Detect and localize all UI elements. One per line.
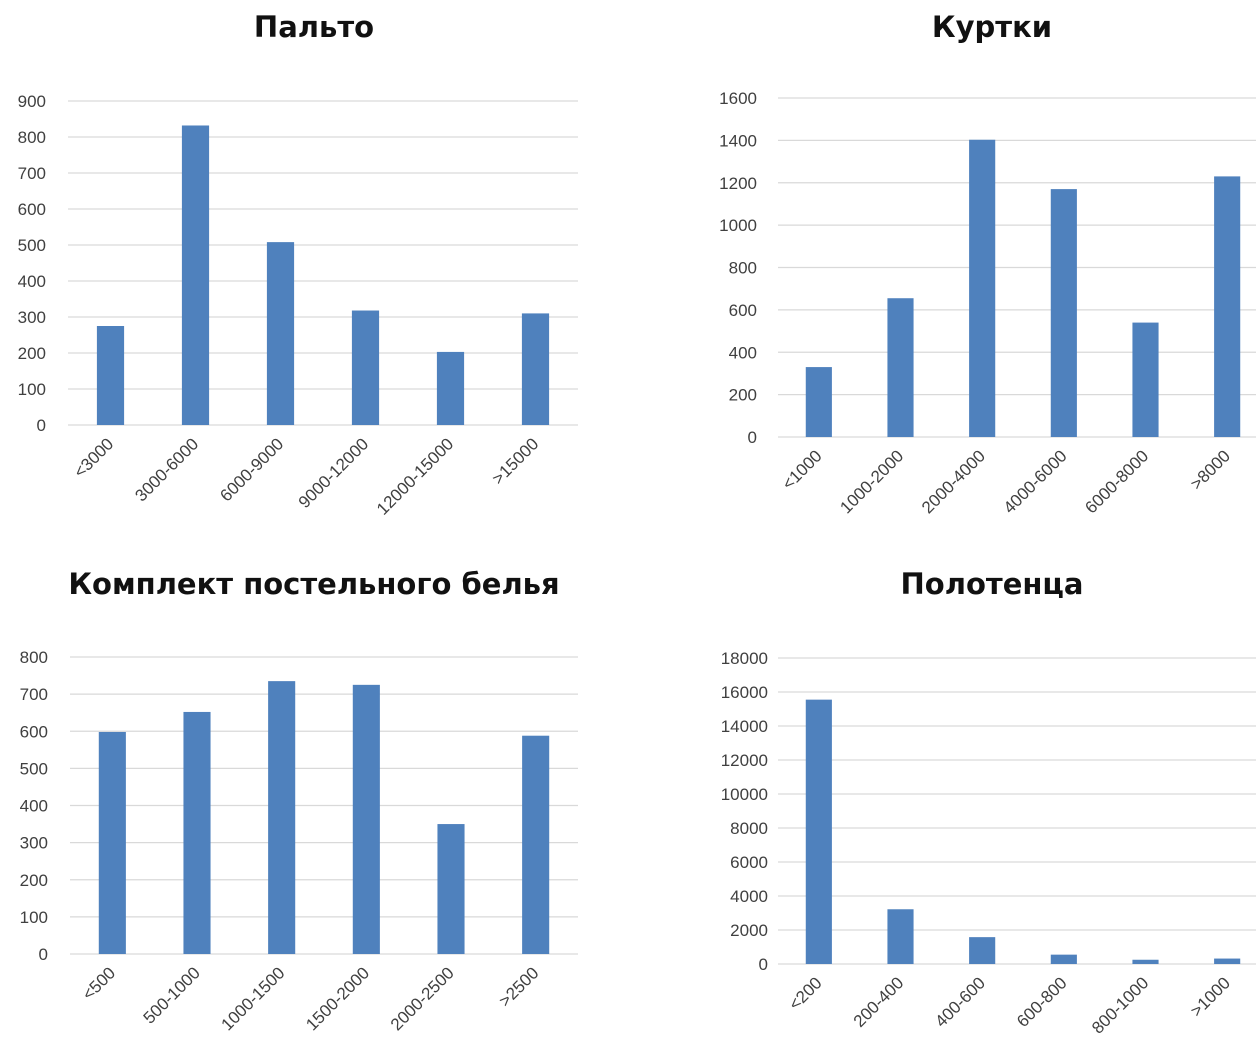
chart-kurtki: Куртки 0 200 400 600 800 1000 1200 1400 1600 <100… [628, 0, 1256, 540]
chart-palto: Пальто 0 100 200 300 400 500 600 700 800 900 <3000… [0, 0, 628, 540]
bar [969, 139, 996, 437]
y-tick-label: 700 [18, 164, 46, 183]
chart-komplekt: Комплект постельного белья 0 100 200 300 400… [0, 540, 628, 1052]
chart-title: Комплект постельного белья [68, 567, 560, 601]
x-tick-label: 600-800 [1013, 973, 1071, 1031]
x-tick-label: <1000 [778, 446, 825, 493]
bar [351, 310, 380, 425]
chart-plot: 0 200 400 600 800 1000 1200 1400 1600 <1000 1000-2… [719, 89, 1256, 517]
bar [805, 699, 832, 964]
bar [266, 242, 295, 425]
bar [1050, 954, 1077, 964]
x-tick-label: 2000-4000 [918, 446, 989, 517]
y-tick-label: 800 [18, 128, 46, 147]
x-tick-label: >8000 [1187, 446, 1234, 493]
y-tick-label: 0 [37, 416, 46, 435]
bar [437, 824, 465, 954]
bar [969, 937, 996, 964]
x-tick-label: 1000-1500 [218, 963, 289, 1034]
bar [96, 326, 125, 425]
chart-title: Куртки [931, 10, 1053, 44]
y-tick-label: 800 [20, 648, 48, 667]
x-tick-label: 3000-6000 [131, 434, 202, 505]
y-tick-label: 4000 [730, 887, 768, 906]
y-tick-label: 1200 [719, 174, 757, 193]
x-tick-label: >2500 [495, 963, 542, 1010]
y-tick-label: 0 [39, 945, 48, 964]
y-tick-label: 900 [18, 92, 46, 111]
y-tick-label: 6000 [730, 853, 768, 872]
y-tick-label: 14000 [721, 717, 768, 736]
y-tick-label: 1000 [719, 216, 757, 235]
y-tick-label: 10000 [721, 785, 768, 804]
y-tick-label: 18000 [721, 649, 768, 668]
chart-polotentsa: Полотенца 0 2000 4000 6000 8000 10000 12000 140… [628, 540, 1256, 1052]
x-tick-label: 1500-2000 [302, 963, 373, 1034]
x-tick-label: 9000-12000 [295, 434, 373, 512]
y-tick-label: 100 [20, 908, 48, 927]
x-tick-label: 2000-2500 [387, 963, 458, 1034]
bar [521, 313, 550, 425]
y-tick-label: 100 [18, 380, 46, 399]
y-tick-label: 0 [759, 955, 768, 974]
x-tick-label: <200 [785, 973, 826, 1014]
x-tick-label: <500 [79, 963, 120, 1004]
y-tick-label: 200 [18, 344, 46, 363]
bar [183, 711, 211, 954]
bar [887, 298, 914, 437]
y-tick-label: 600 [18, 200, 46, 219]
y-tick-label: 16000 [721, 683, 768, 702]
y-tick-label: 400 [729, 343, 757, 362]
x-tick-label: 6000-8000 [1081, 446, 1152, 517]
bar [522, 735, 550, 954]
bar [1050, 189, 1077, 437]
x-tick-label: 400-600 [931, 973, 989, 1031]
y-tick-label: 500 [20, 759, 48, 778]
x-tick-label: 6000-9000 [216, 434, 287, 505]
y-tick-label: 600 [729, 301, 757, 320]
x-tick-label: 12000-15000 [373, 434, 457, 518]
bar [1132, 322, 1159, 437]
bar [1132, 959, 1159, 964]
y-tick-label: 8000 [730, 819, 768, 838]
chart-plot: 0 100 200 300 400 500 600 700 800 900 <3000 3000-60… [18, 92, 578, 519]
bar [98, 731, 126, 954]
chart-title: Полотенца [900, 567, 1084, 601]
bar [181, 125, 210, 425]
x-tick-label: 800-1000 [1088, 973, 1152, 1037]
bar [268, 681, 296, 954]
bar [436, 351, 465, 425]
bar [1214, 958, 1241, 964]
y-tick-label: 1600 [719, 89, 757, 108]
y-tick-label: 300 [18, 308, 46, 327]
y-tick-label: 700 [20, 685, 48, 704]
x-tick-label: 4000-6000 [1000, 446, 1071, 517]
y-tick-label: 400 [20, 797, 48, 816]
y-tick-label: 200 [20, 871, 48, 890]
x-tick-label: >15000 [488, 434, 542, 488]
x-tick-label: <3000 [70, 434, 117, 481]
y-tick-label: 600 [20, 722, 48, 741]
y-tick-label: 0 [748, 428, 757, 447]
chart-title: Пальто [253, 10, 375, 44]
bar [887, 909, 914, 964]
bar [352, 684, 380, 954]
y-tick-label: 200 [729, 386, 757, 405]
chart-plot: 0 2000 4000 6000 8000 10000 12000 14000 16000 180… [721, 649, 1256, 1038]
y-tick-label: 2000 [730, 921, 768, 940]
y-tick-label: 12000 [721, 751, 768, 770]
bar [1214, 176, 1241, 438]
y-tick-label: 300 [20, 834, 48, 853]
x-tick-label: 200-400 [850, 973, 908, 1031]
y-tick-label: 1400 [719, 131, 757, 150]
chart-plot: 0 100 200 300 400 500 600 700 800 <500 500-1000 100… [20, 648, 578, 1034]
y-tick-label: 500 [18, 236, 46, 255]
x-tick-label: 1000-2000 [836, 446, 907, 517]
bar [805, 367, 832, 437]
x-tick-label: 500-1000 [140, 963, 204, 1027]
y-tick-label: 400 [18, 272, 46, 291]
x-tick-label: >1000 [1187, 973, 1234, 1020]
y-tick-label: 800 [729, 259, 757, 278]
